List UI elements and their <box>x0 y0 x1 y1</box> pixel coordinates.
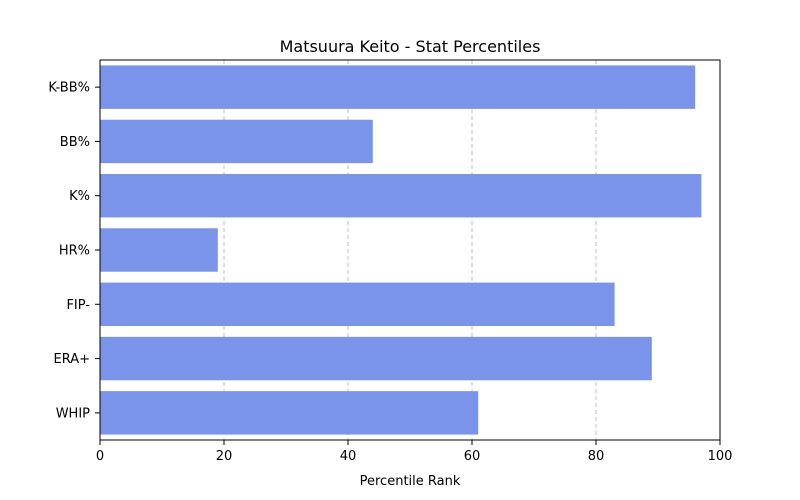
bars <box>100 65 702 435</box>
x-tick-label: 80 <box>588 449 605 464</box>
x-tick-label: 100 <box>708 449 733 464</box>
y-tick-label: K% <box>69 189 90 204</box>
x-tick-label: 60 <box>464 449 481 464</box>
bar <box>100 282 615 326</box>
y-tick-label: HR% <box>59 244 90 259</box>
x-axis-ticks: 0 20 40 60 80 100 <box>96 440 733 464</box>
bar <box>100 174 702 218</box>
bar <box>100 228 218 272</box>
chart-title: Matsuura Keito - Stat Percentiles <box>280 37 541 56</box>
y-tick-label: ERA+ <box>53 352 90 367</box>
x-tick-label: 0 <box>96 449 104 464</box>
y-axis-ticks: K-BB% BB% K% HR% FIP- ERA+ WHIP <box>48 81 100 421</box>
x-tick-label: 20 <box>216 449 233 464</box>
bar <box>100 336 652 381</box>
x-axis-label: Percentile Rank <box>360 474 461 489</box>
y-tick-label: BB% <box>60 135 90 150</box>
bar <box>100 119 373 164</box>
y-tick-label: WHIP <box>56 406 90 421</box>
bar <box>100 391 479 435</box>
y-tick-label: FIP- <box>66 298 90 313</box>
y-tick-label: K-BB% <box>48 81 90 96</box>
bar <box>100 65 696 109</box>
x-tick-label: 40 <box>340 449 357 464</box>
gridlines <box>223 60 597 440</box>
